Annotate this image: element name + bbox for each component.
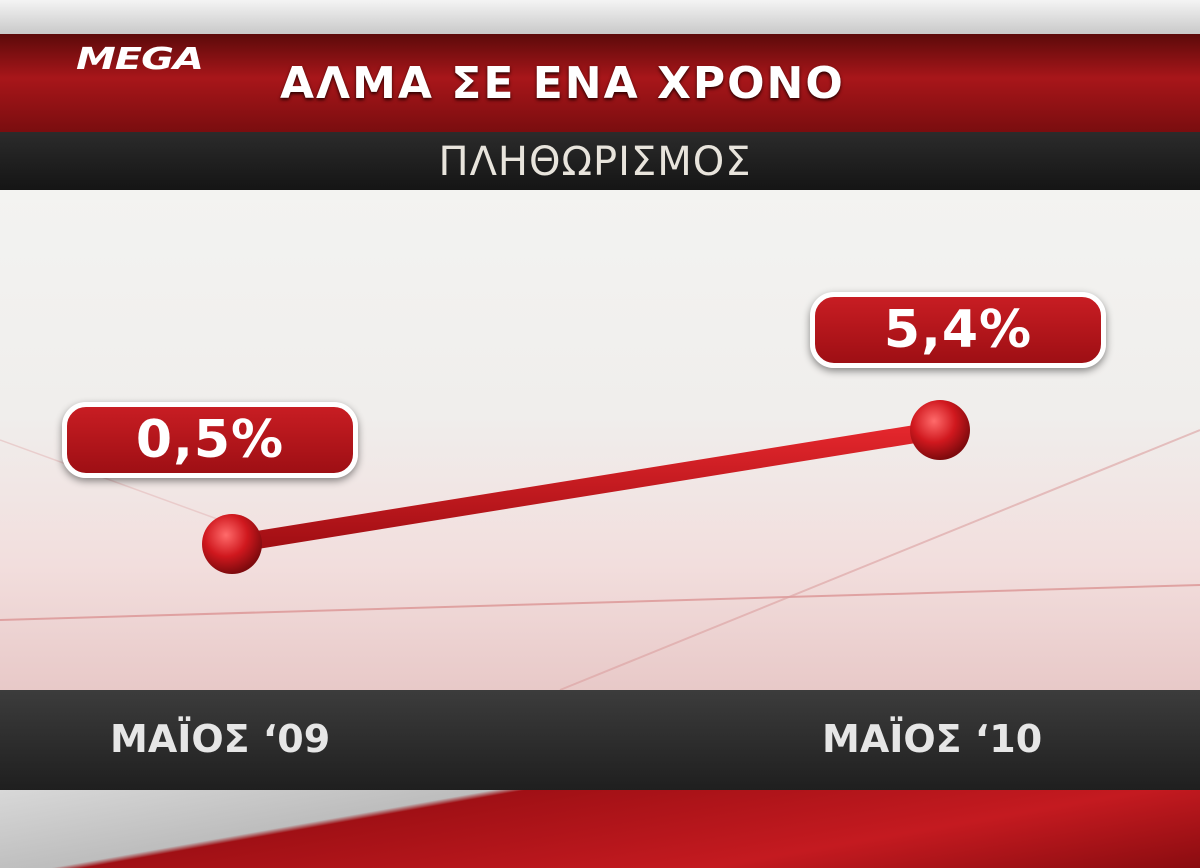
x-tick-label-1: ΜΑΪΟΣ ‘10 [822, 717, 1043, 761]
chart-title: ΑΛΜΑ ΣΕ ΕΝΑ ΧΡΟΝΟ [280, 58, 845, 109]
title-band [0, 34, 1200, 134]
x-tick-label-0: ΜΑΪΟΣ ‘09 [110, 717, 331, 761]
x-axis-band [0, 690, 1200, 790]
data-label-1: 5,4% [810, 292, 1106, 368]
data-label-0: 0,5% [62, 402, 358, 478]
bottom-decor-band [0, 790, 1200, 868]
chart-subtitle: ΠΛΗΘΩΡΙΣΜΟΣ [438, 139, 752, 185]
data-point-1 [910, 400, 970, 460]
decor-lines [0, 429, 1200, 691]
data-point-0 [202, 514, 262, 574]
mega-logo: MEGA [76, 42, 204, 77]
top-strip [0, 0, 1200, 34]
series-line [223, 421, 949, 553]
subtitle-band [0, 132, 1200, 190]
